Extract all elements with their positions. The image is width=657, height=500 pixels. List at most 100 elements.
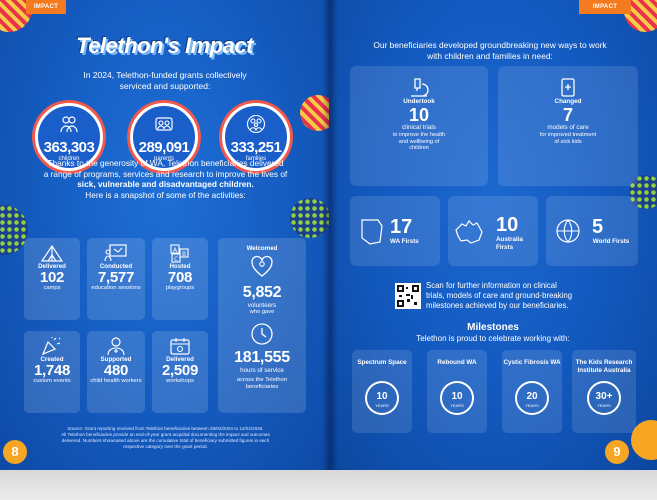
trials-value: 10 [408, 105, 430, 125]
volunteers-verb: Welcomed [246, 245, 278, 252]
parents-icon [155, 117, 173, 131]
models-verb: Changed [554, 98, 582, 105]
volunteers-connector: who gave [249, 309, 275, 315]
activity-camps: Delivered 102 camps [24, 238, 80, 320]
intro-line: In 2024, Telethon-funded grants collecti… [83, 70, 247, 80]
volunteers-panel: Welcomed 5,852 volunteers who gave 181,5… [218, 238, 306, 413]
qr-code[interactable] [395, 283, 421, 309]
scan-line: milestones achieved by our beneficiaries… [426, 301, 569, 310]
paragraph-line: Thanks to the generosity of WA, Telethon… [47, 158, 284, 168]
page-number: 9 [605, 440, 629, 464]
snapshot-paragraph: Thanks to the generosity of WA, Telethon… [28, 158, 303, 200]
activity-value: 708 [167, 269, 193, 286]
stat-value: 289,091 [138, 139, 190, 156]
stat-label: parents [153, 156, 174, 162]
milestone-years: 30+ [595, 391, 613, 402]
paragraph-line: a range of programs, services and resear… [43, 168, 288, 179]
source-line: All Telethon beneficiaries provide an en… [61, 432, 270, 437]
activity-verb: Created [40, 356, 64, 363]
family-icon [246, 114, 266, 134]
australia-firsts-label: Australia Firsts [496, 236, 523, 251]
health-worker-icon [107, 337, 125, 356]
hours-label: hours of service [240, 367, 284, 374]
hours-tail: across the Telethon [236, 377, 288, 383]
trials-desc: children [409, 145, 429, 151]
calendar-icon [170, 338, 190, 355]
activity-verb: Hosted [169, 263, 191, 270]
activity-value: 102 [39, 269, 65, 286]
stat-label: children [58, 156, 80, 162]
ribbon-badge-icon: 10 YEARS [365, 381, 399, 415]
right-heading: Our beneficiaries developed groundbreaki… [355, 40, 625, 62]
milestone-card: Rebound WA 10 YEARS [427, 350, 487, 433]
scan-line: Scan for further information on clinical [426, 281, 557, 290]
presentation-icon [104, 244, 127, 262]
world-firsts-value: 5 [592, 216, 604, 238]
milestone-years: 10 [451, 391, 463, 402]
svg-text:C: C [174, 256, 178, 263]
stat-children: 363,303 children [35, 103, 103, 171]
models-of-care-panel: Changed 7 models of care for improved tr… [498, 66, 638, 186]
party-popper-icon [41, 337, 61, 356]
milestone-name: The Kids Research Institute Australia [575, 359, 633, 374]
activity-verb: Delivered [38, 263, 66, 270]
striped-circle-decoration [300, 95, 329, 131]
activity-value: 7,577 [97, 269, 135, 286]
activity-label: child health workers [90, 378, 142, 384]
milestones-subtitle: Telethon is proud to celebrate working w… [416, 334, 570, 343]
activity-label: education sessions [91, 285, 141, 291]
scan-line: trials, models of care and ground-breaki… [426, 291, 573, 300]
qr-code-icon [397, 285, 419, 307]
milestone-name: Rebound WA [437, 359, 477, 366]
milestone-card: Cystic Fibrosis WA 20 YEARS [502, 350, 562, 433]
clock-icon [251, 323, 273, 345]
heading-line: with children and families in need: [427, 51, 553, 61]
activity-verb: Supported [100, 356, 132, 363]
page-gutter [322, 0, 338, 470]
volunteers-value: 5,852 [242, 284, 282, 301]
milestone-years: 10 [376, 391, 388, 402]
page-shadow [0, 470, 657, 500]
models-desc: of sick kids [554, 138, 582, 145]
scan-instruction: Scan for further information on clinical… [426, 281, 626, 311]
wa-firsts-label: WA Firsts [390, 238, 419, 245]
milestones-title: Milestones [467, 322, 519, 333]
activity-education: Conducted 7,577 education sessions [87, 238, 145, 320]
activity-workshops: Delivered 2,509 workshops [152, 331, 208, 413]
page-number: 8 [3, 440, 27, 464]
source-note: Source: Grant reporting received from Te… [28, 426, 303, 450]
activity-value: 2,509 [161, 362, 199, 379]
section-tab: IMPACT [579, 0, 631, 14]
svg-text:B: B [182, 251, 186, 258]
globe-icon [556, 219, 580, 243]
section-tab: IMPACT [26, 0, 66, 14]
heading-line: Our beneficiaries developed groundbreaki… [373, 40, 607, 50]
stat-parents: 289,091 parents [130, 103, 198, 171]
wa-firsts-panel: 17 WA Firsts [350, 196, 440, 266]
world-firsts-label: World Firsts [592, 238, 630, 245]
years-word: YEARS [525, 403, 539, 408]
australia-firsts-value: 10 [496, 214, 519, 236]
orange-circle-decoration [631, 420, 657, 460]
activity-label: playgroups [165, 285, 195, 291]
activity-events: Created 1,748 custom events [24, 331, 80, 413]
activity-label: custom events [33, 378, 71, 384]
paragraph-line: Here is a snapshot of some of the activi… [85, 189, 246, 200]
stat-value: 333,251 [230, 139, 282, 156]
activity-value: 1,748 [33, 362, 71, 379]
svg-text:A: A [173, 247, 178, 254]
trials-label: clinical trials [402, 124, 436, 131]
source-line: Source: Grant reporting received from Te… [67, 426, 264, 431]
australia-firsts-panel: 10 Australia Firsts [448, 196, 538, 266]
ribbon-badge-icon: 10 YEARS [440, 381, 474, 415]
years-word: YEARS [375, 403, 389, 408]
stat-families: 333,251 families [222, 103, 290, 171]
world-firsts-panel: 5 World Firsts [546, 196, 638, 266]
models-desc: for improved treatment [539, 132, 597, 138]
paragraph-emphasis: sick, vulnerable and disadvantaged child… [77, 179, 254, 189]
wa-map-icon [361, 219, 383, 245]
brochure-spread: IMPACT Telethon's Impact In 2024, Teleth… [0, 0, 657, 470]
trials-verb: Undertook [403, 98, 435, 105]
trials-desc: and wellbeing of [398, 138, 440, 145]
hours-tail: beneficiaries [245, 384, 279, 390]
